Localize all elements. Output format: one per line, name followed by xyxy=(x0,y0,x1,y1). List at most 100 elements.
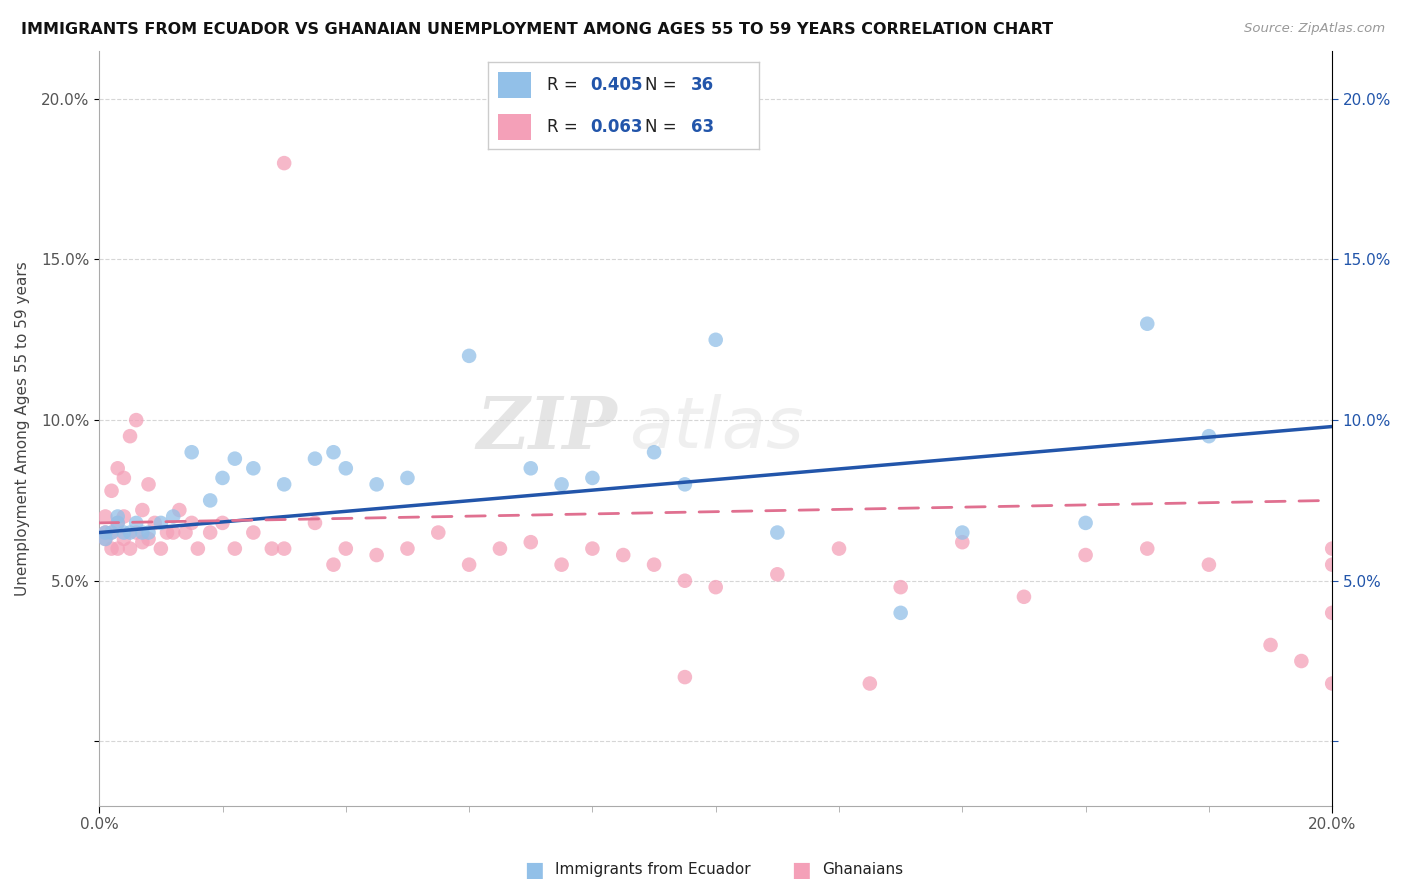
Point xyxy=(273,156,295,170)
Point xyxy=(100,525,122,540)
Point xyxy=(198,525,221,540)
Point xyxy=(180,445,202,459)
Point xyxy=(138,525,160,540)
Point xyxy=(550,558,572,572)
Point xyxy=(94,525,117,540)
Point xyxy=(1012,590,1035,604)
Point xyxy=(107,516,129,530)
Point xyxy=(366,477,388,491)
Point xyxy=(458,349,481,363)
Point xyxy=(366,548,388,562)
Point xyxy=(396,541,419,556)
Point xyxy=(704,333,727,347)
Point xyxy=(1136,317,1159,331)
Point xyxy=(138,532,160,546)
Point xyxy=(107,541,129,556)
Point xyxy=(550,477,572,491)
Point xyxy=(260,541,283,556)
Text: Source: ZipAtlas.com: Source: ZipAtlas.com xyxy=(1244,22,1385,36)
Point xyxy=(143,516,166,530)
Point xyxy=(950,535,973,549)
Point xyxy=(242,525,264,540)
Point xyxy=(1260,638,1282,652)
Point xyxy=(581,471,603,485)
Point xyxy=(427,525,450,540)
Point xyxy=(149,541,172,556)
Text: atlas: atlas xyxy=(630,393,804,463)
Point xyxy=(1322,676,1344,690)
Point xyxy=(112,525,135,540)
Point xyxy=(112,532,135,546)
Point xyxy=(396,471,419,485)
Point xyxy=(1291,654,1313,668)
Point xyxy=(322,558,344,572)
Point xyxy=(118,541,141,556)
Point xyxy=(107,516,129,530)
Point xyxy=(581,541,603,556)
Point xyxy=(1074,516,1097,530)
Point xyxy=(224,541,246,556)
Point xyxy=(131,503,153,517)
Text: Immigrants from Ecuador: Immigrants from Ecuador xyxy=(555,863,751,877)
Text: ■: ■ xyxy=(792,860,811,880)
Point xyxy=(1074,548,1097,562)
Point xyxy=(828,541,851,556)
Point xyxy=(335,541,357,556)
Point xyxy=(673,574,696,588)
Point xyxy=(335,461,357,475)
Point xyxy=(304,451,326,466)
Point xyxy=(704,580,727,594)
Point xyxy=(859,676,882,690)
Point xyxy=(131,525,153,540)
Point xyxy=(100,525,122,540)
Point xyxy=(1322,606,1344,620)
Point xyxy=(673,477,696,491)
Point xyxy=(273,541,295,556)
Y-axis label: Unemployment Among Ages 55 to 59 years: Unemployment Among Ages 55 to 59 years xyxy=(15,260,30,596)
Point xyxy=(107,509,129,524)
Point xyxy=(766,567,789,582)
Point xyxy=(169,503,191,517)
Point xyxy=(131,535,153,549)
Point xyxy=(180,516,202,530)
Point xyxy=(162,509,184,524)
Point xyxy=(1198,558,1220,572)
Point xyxy=(112,471,135,485)
Point xyxy=(94,532,117,546)
Point xyxy=(643,558,665,572)
Point xyxy=(125,516,148,530)
Point xyxy=(138,477,160,491)
Point xyxy=(273,477,295,491)
Point xyxy=(519,461,541,475)
Point xyxy=(890,606,912,620)
Point xyxy=(304,516,326,530)
Point xyxy=(94,525,117,540)
Point xyxy=(766,525,789,540)
Point xyxy=(242,461,264,475)
Text: IMMIGRANTS FROM ECUADOR VS GHANAIAN UNEMPLOYMENT AMONG AGES 55 TO 59 YEARS CORRE: IMMIGRANTS FROM ECUADOR VS GHANAIAN UNEM… xyxy=(21,22,1053,37)
Point xyxy=(198,493,221,508)
Point xyxy=(322,445,344,459)
Point xyxy=(100,483,122,498)
Point xyxy=(149,516,172,530)
Point xyxy=(489,541,512,556)
Point xyxy=(125,413,148,427)
Point xyxy=(100,541,122,556)
Point xyxy=(673,670,696,684)
Point xyxy=(94,532,117,546)
Point xyxy=(890,580,912,594)
Text: Ghanaians: Ghanaians xyxy=(823,863,904,877)
Point xyxy=(174,525,197,540)
Point xyxy=(125,525,148,540)
Point xyxy=(950,525,973,540)
Text: ZIP: ZIP xyxy=(477,392,617,464)
Point xyxy=(1322,541,1344,556)
Point xyxy=(211,516,233,530)
Point xyxy=(211,471,233,485)
Point xyxy=(643,445,665,459)
Point xyxy=(1322,558,1344,572)
Point xyxy=(224,451,246,466)
Point xyxy=(162,525,184,540)
Point xyxy=(458,558,481,572)
Point xyxy=(1198,429,1220,443)
